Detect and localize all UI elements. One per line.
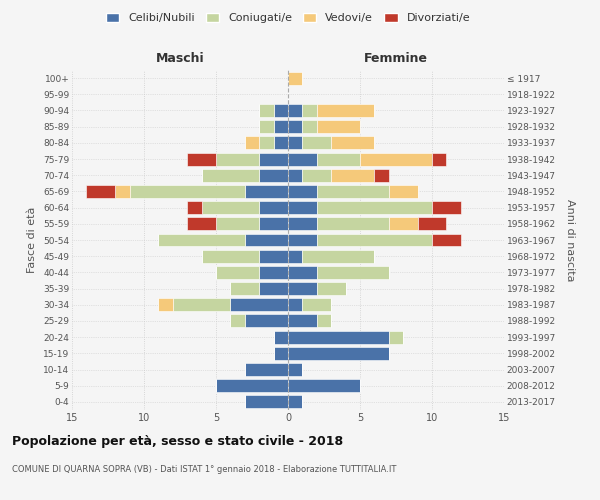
Bar <box>259 120 274 133</box>
Bar <box>202 250 259 262</box>
Bar <box>187 201 202 214</box>
Bar <box>259 104 274 117</box>
Bar <box>187 218 216 230</box>
Bar <box>245 234 288 246</box>
Bar <box>259 218 288 230</box>
Bar <box>259 152 288 166</box>
Bar <box>302 120 317 133</box>
Bar <box>245 396 288 408</box>
Bar <box>288 201 317 214</box>
Bar <box>230 298 288 311</box>
Bar <box>288 152 317 166</box>
Bar <box>302 250 374 262</box>
Bar <box>317 104 374 117</box>
Bar <box>317 314 331 328</box>
Bar <box>302 136 331 149</box>
Bar <box>274 330 288 344</box>
Bar <box>259 266 288 279</box>
Bar <box>374 169 389 181</box>
Bar <box>288 120 302 133</box>
Bar <box>317 185 389 198</box>
Bar <box>288 234 317 246</box>
Bar <box>216 266 259 279</box>
Bar <box>389 185 418 198</box>
Bar <box>288 169 302 181</box>
Y-axis label: Fasce di età: Fasce di età <box>28 207 37 273</box>
Bar <box>432 201 461 214</box>
Bar <box>302 169 331 181</box>
Bar <box>331 136 374 149</box>
Bar <box>230 314 245 328</box>
Bar <box>202 169 259 181</box>
Bar <box>216 218 259 230</box>
Bar <box>389 330 403 344</box>
Bar <box>432 152 446 166</box>
Text: Femmine: Femmine <box>364 52 428 65</box>
Text: COMUNE DI QUARNA SOPRA (VB) - Dati ISTAT 1° gennaio 2018 - Elaborazione TUTTITAL: COMUNE DI QUARNA SOPRA (VB) - Dati ISTAT… <box>12 465 397 474</box>
Bar <box>418 218 446 230</box>
Text: Popolazione per età, sesso e stato civile - 2018: Popolazione per età, sesso e stato civil… <box>12 435 343 448</box>
Bar <box>288 396 302 408</box>
Bar <box>245 314 288 328</box>
Bar <box>274 347 288 360</box>
Bar <box>288 314 317 328</box>
Bar <box>288 363 302 376</box>
Bar <box>288 72 302 85</box>
Y-axis label: Anni di nascita: Anni di nascita <box>565 198 575 281</box>
Bar <box>288 298 302 311</box>
Bar <box>317 201 432 214</box>
Bar <box>317 234 432 246</box>
Text: Maschi: Maschi <box>155 52 205 65</box>
Bar <box>230 282 259 295</box>
Bar <box>158 298 173 311</box>
Bar <box>115 185 130 198</box>
Bar <box>288 282 317 295</box>
Bar <box>274 120 288 133</box>
Bar <box>187 152 216 166</box>
Bar <box>288 347 389 360</box>
Bar <box>245 136 259 149</box>
Bar <box>302 298 331 311</box>
Bar <box>259 136 274 149</box>
Bar <box>259 282 288 295</box>
Bar <box>288 185 317 198</box>
Bar <box>432 234 461 246</box>
Bar <box>259 201 288 214</box>
Bar <box>288 104 302 117</box>
Bar <box>331 169 374 181</box>
Bar <box>202 201 259 214</box>
Bar <box>288 218 317 230</box>
Bar <box>158 234 245 246</box>
Bar <box>245 363 288 376</box>
Bar <box>245 185 288 198</box>
Bar <box>360 152 432 166</box>
Bar <box>317 218 389 230</box>
Bar <box>173 298 230 311</box>
Bar <box>302 104 317 117</box>
Bar <box>259 169 288 181</box>
Bar <box>288 250 302 262</box>
Bar <box>130 185 245 198</box>
Bar <box>216 379 288 392</box>
Bar <box>86 185 115 198</box>
Bar <box>317 266 389 279</box>
Bar <box>288 330 389 344</box>
Bar <box>317 152 360 166</box>
Bar <box>274 104 288 117</box>
Bar <box>288 136 302 149</box>
Bar <box>216 152 259 166</box>
Bar <box>288 266 317 279</box>
Legend: Celibi/Nubili, Coniugati/e, Vedovi/e, Divorziati/e: Celibi/Nubili, Coniugati/e, Vedovi/e, Di… <box>101 8 475 28</box>
Bar <box>288 379 360 392</box>
Bar <box>317 120 360 133</box>
Bar <box>259 250 288 262</box>
Bar <box>389 218 418 230</box>
Bar <box>317 282 346 295</box>
Bar <box>274 136 288 149</box>
